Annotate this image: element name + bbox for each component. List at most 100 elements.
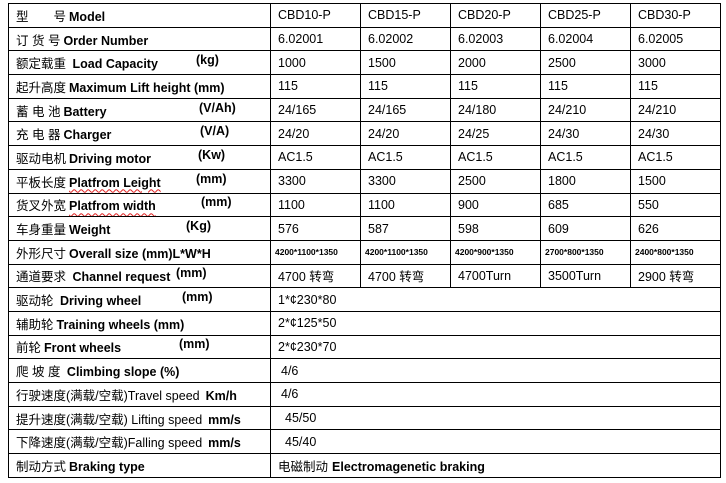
value-cell: 45/50 — [270, 405, 721, 431]
label-cn: 货叉外宽 — [16, 199, 67, 214]
label-unit: (kg) — [196, 53, 219, 68]
row-label: 货叉外宽 Platfrom width (mm) — [8, 192, 271, 218]
label-en: Driving motor — [69, 151, 151, 166]
value-cell: 550 — [630, 192, 721, 218]
table-row: 驱动电机 Driving motor (Kw) AC1.5 AC1.5 AC1.5 AC1.… — [8, 145, 721, 170]
table-row: 车身重量 Weight (Kg) 576 587 598 609 626 — [8, 216, 721, 241]
value-cell: 2000 — [450, 50, 541, 76]
value-cell: 2900 转弯 — [630, 263, 721, 289]
value-cell: 2*¢125*50 — [270, 310, 721, 336]
value-cell: 24/180 — [450, 97, 541, 123]
value-cell: AC1.5 — [540, 145, 631, 170]
label-en: Weight — [69, 223, 111, 238]
label-cn: 辅助轮 — [16, 317, 54, 332]
value-cell: 24/210 — [540, 97, 631, 123]
label-unit: (V/Ah) — [199, 100, 236, 115]
label-cn: 制动方式 — [16, 459, 67, 474]
value-cell: 电磁制动 Electromagenetic braking — [270, 453, 721, 478]
value-cell: CBD15-P — [360, 3, 451, 28]
label-unit: (V/A) — [200, 124, 230, 139]
value-cell: CBD20-P — [450, 3, 541, 28]
label-unit: (Kg) — [186, 219, 211, 234]
value-cell: 1800 — [540, 168, 631, 194]
label-unit: (mm) — [179, 337, 210, 352]
label-cn: 充 电 器 — [16, 128, 61, 143]
label-cn: 蓄 电 池 — [16, 104, 61, 119]
value-cell: 2500 — [540, 50, 631, 76]
value-cell: 609 — [540, 216, 631, 241]
value-cell: 4/6 — [270, 382, 721, 407]
row-label: 车身重量 Weight (Kg) — [8, 216, 271, 241]
value-cell: 45/40 — [270, 429, 721, 455]
value-cell: 685 — [540, 192, 631, 218]
value-cell: 6.02003 — [450, 26, 541, 52]
label-cn: 外形尺寸 — [16, 246, 67, 261]
table-row: 平板长度 Platfrom Leight (mm) 3300 3300 2500 1800 1… — [8, 168, 721, 194]
value-cell: 115 — [360, 74, 451, 99]
label-en: Battery — [63, 104, 107, 119]
value-cell: 1100 — [360, 192, 451, 218]
row-label: 行驶速度(满载/空载)Travel speed Km/h — [8, 382, 271, 407]
value-cell: 24/20 — [270, 121, 361, 147]
value-cell: 115 — [540, 74, 631, 99]
value-cell: 576 — [270, 216, 361, 241]
table-row: 下降速度(满载/空载)Falling speed mm/s 45/40 — [8, 429, 721, 455]
value-cell: 24/25 — [450, 121, 541, 147]
row-label: 制动方式 Braking type — [8, 453, 271, 478]
value-cell: 1100 — [270, 192, 361, 218]
table-row: 通道要求 Channel request (mm) 4700 转弯 4700 转弯 47… — [8, 263, 721, 289]
row-label: 爬 坡 度 Climbing slope (%) — [8, 358, 271, 383]
row-label: 辅助轮 Training wheels (mm) — [8, 310, 271, 336]
value-cell: 1*¢230*80 — [270, 287, 721, 312]
value-cell: 900 — [450, 192, 541, 218]
value-cell: AC1.5 — [270, 145, 361, 170]
value-cell: 24/165 — [270, 97, 361, 123]
row-label: 订 货 号 Order Number — [8, 26, 271, 52]
value-cell: 2700*800*1350 — [540, 239, 631, 265]
value-cell: 1500 — [630, 168, 721, 194]
label-en: mm/s — [208, 436, 241, 451]
label-en: Km/h — [205, 388, 237, 403]
value-cell: 24/30 — [630, 121, 721, 147]
row-label: 平板长度 Platfrom Leight (mm) — [8, 168, 271, 194]
value-cell: 1500 — [360, 50, 451, 76]
row-label: 起升高度 Maximum Lift height (mm) — [8, 74, 271, 99]
value-cell: 6.02002 — [360, 26, 451, 52]
value-cell: AC1.5 — [450, 145, 541, 170]
table-row: 订 货 号 Order Number 6.02001 6.02002 6.02003 6.… — [8, 26, 721, 52]
value-cell: 2400*800*1350 — [630, 239, 721, 265]
value-cell: 3300 — [360, 168, 451, 194]
row-label: 型 号 Model — [8, 3, 271, 28]
label-cn: 驱动轮 — [16, 294, 57, 309]
label-en: Braking type — [69, 459, 145, 474]
label-unit: (Kw) — [198, 147, 226, 162]
table-row: 爬 坡 度 Climbing slope (%) 4/6 — [8, 358, 721, 383]
row-label: 提升速度(满载/空载) Lifting speed mm/s — [8, 405, 271, 431]
value-cell: 4200*1100*1350 — [270, 239, 361, 265]
label-en: Platfrom width — [69, 199, 156, 214]
value-cell: AC1.5 — [630, 145, 721, 170]
label-en: Climbing slope (%) — [66, 365, 180, 380]
value-cell: 6.02005 — [630, 26, 721, 52]
value-cell: CBD10-P — [270, 3, 361, 28]
value-cell: 3300 — [270, 168, 361, 194]
table-row: 驱动轮 Driving wheel (mm) 1*¢230*80 — [8, 287, 721, 312]
value-cell: 4700 转弯 — [270, 263, 361, 289]
label-cn: 驱动电机 — [16, 151, 67, 166]
value-cell: 6.02004 — [540, 26, 631, 52]
label-cn: 平板长度 — [16, 175, 67, 190]
label-cn: 行驶速度(满载/空载)Travel speed — [16, 388, 200, 403]
value-cell: 3500Turn — [540, 263, 631, 289]
label-en: mm/s — [208, 412, 241, 427]
label-cn: 下降速度(满载/空载)Falling speed — [16, 436, 203, 451]
row-label: 驱动电机 Driving motor (Kw) — [8, 145, 271, 170]
value-cell: 24/30 — [540, 121, 631, 147]
label-cn: 提升速度(满载/空载) Lifting speed — [16, 412, 203, 427]
label-cn: 型 号 — [16, 9, 67, 24]
value-cell: 4/6 — [270, 358, 721, 383]
value-cell: AC1.5 — [360, 145, 451, 170]
row-label: 前轮 Front wheels (mm) — [8, 334, 271, 360]
row-label: 外形尺寸 Overall size (mm)L*W*H — [8, 239, 271, 265]
row-label: 额定载重 Load Capacity (kg) — [8, 50, 271, 76]
table-row: 前轮 Front wheels (mm) 2*¢230*70 — [8, 334, 721, 360]
